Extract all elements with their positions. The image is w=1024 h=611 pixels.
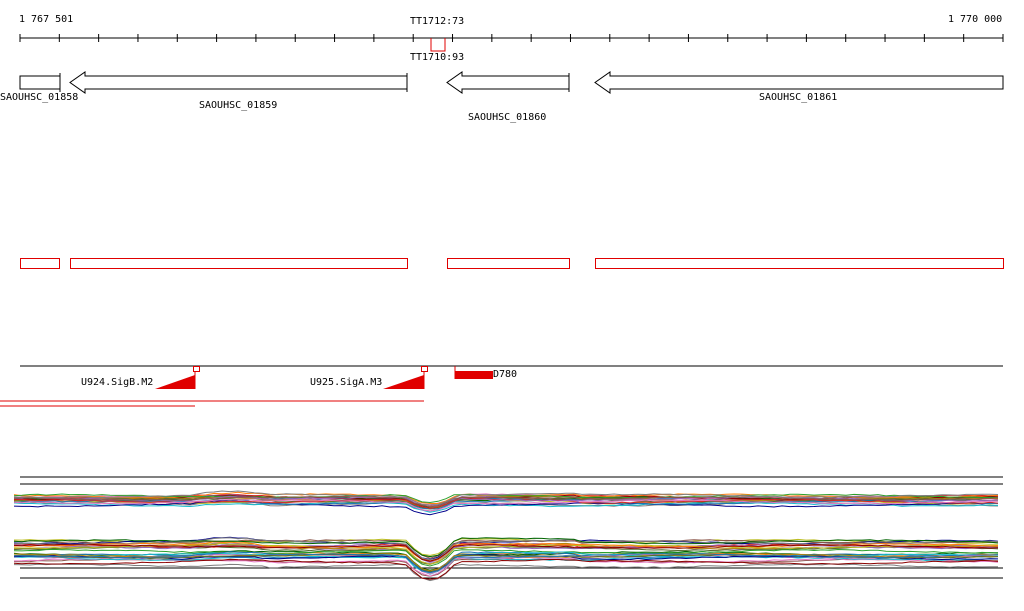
profile-line — [13, 537, 999, 561]
cds-box[interactable] — [70, 258, 408, 269]
cds-box[interactable] — [20, 258, 60, 269]
profile-line — [13, 543, 999, 562]
regulatory-track — [0, 365, 1003, 407]
profile-line — [13, 490, 999, 506]
terminator-marker — [430, 38, 446, 52]
promoter-wedge[interactable] — [155, 375, 195, 389]
gene-label-saouhsc-01859[interactable]: SAOUHSC_01859 — [199, 100, 278, 111]
promoter-label-u925[interactable]: U925.SigA.M3 — [310, 377, 383, 388]
coordinate-ruler — [19, 34, 1004, 52]
profile-line — [13, 551, 999, 574]
promoter-wedge[interactable] — [383, 375, 424, 389]
promoter-tss-marker — [193, 366, 200, 372]
feature-label-d780[interactable]: D780 — [493, 369, 518, 380]
cds-box-track — [20, 258, 1004, 269]
promoter-tss-marker — [421, 366, 428, 372]
profile-group-upper — [13, 490, 999, 516]
profile-line — [13, 501, 999, 513]
gene-label-saouhsc-01861[interactable]: SAOUHSC_01861 — [759, 92, 838, 103]
cds-box[interactable] — [595, 258, 1004, 269]
profile-line — [13, 537, 999, 558]
gene-track — [19, 71, 1004, 94]
gene-label-saouhsc-01860[interactable]: SAOUHSC_01860 — [468, 112, 547, 123]
cds-box[interactable] — [447, 258, 570, 269]
profile-line — [13, 544, 999, 563]
profile-group-lower — [13, 536, 999, 582]
profile-line — [13, 498, 999, 512]
ruler-end-label: 1 770 000 — [948, 14, 1003, 25]
profile-line — [13, 501, 999, 512]
gene-arrow-saouhsc-01859[interactable] — [69, 71, 408, 94]
terminator-label-bottom[interactable]: TT1710:93 — [410, 52, 465, 63]
profile-line — [13, 548, 999, 567]
promoter-label-u924[interactable]: U924.SigB.M2 — [81, 377, 154, 388]
profile-line — [13, 499, 999, 516]
ruler-ticks — [19, 34, 1004, 42]
feature-block-d780[interactable] — [455, 371, 493, 379]
expression-profiles — [13, 476, 1003, 582]
profile-line — [13, 495, 999, 508]
gene-arrow-saouhsc-01861[interactable] — [594, 71, 1004, 94]
ruler-start-label: 1 767 501 — [19, 14, 74, 25]
gene-label-saouhsc-01858[interactable]: SAOUHSC_01858 — [0, 92, 79, 103]
gene-arrow-saouhsc-01858[interactable] — [19, 75, 61, 90]
terminator-label-top[interactable]: TT1712:73 — [410, 16, 465, 27]
profile-line — [13, 558, 999, 580]
gene-arrow-saouhsc-01860[interactable] — [446, 71, 570, 94]
profile-line — [13, 493, 999, 504]
